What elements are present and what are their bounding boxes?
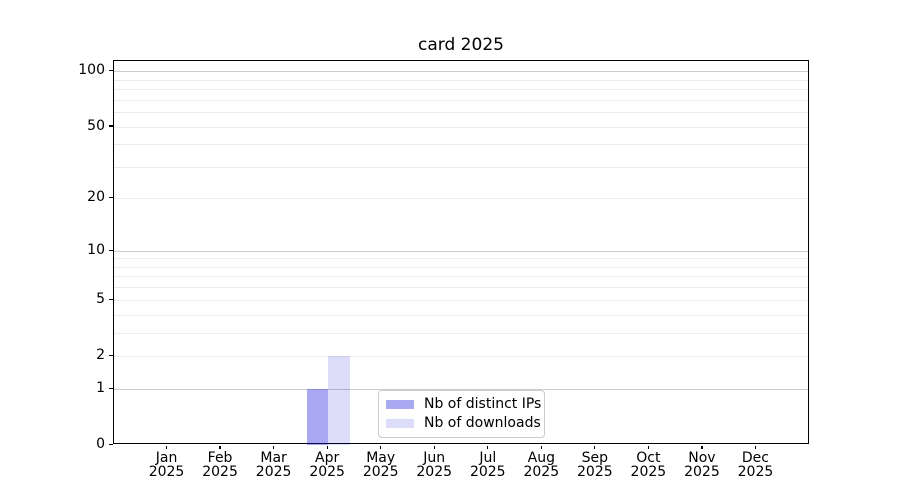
minor-gridline bbox=[114, 314, 808, 316]
minor-gridline bbox=[114, 166, 808, 168]
major-gridline bbox=[114, 250, 808, 252]
x-tick-label: Jun 2025 bbox=[402, 451, 466, 480]
y-tick-label: 10 bbox=[87, 241, 105, 258]
x-tick-label: Jul 2025 bbox=[456, 451, 520, 480]
y-tick-label: 2 bbox=[96, 346, 105, 363]
x-tick-label-line: 2025 bbox=[416, 464, 453, 481]
minor-gridline bbox=[114, 144, 808, 146]
legend-row-distinct-ips: Nb of distinct IPs bbox=[386, 395, 541, 414]
y-tick-label: 50 bbox=[87, 117, 105, 134]
x-tick-label: Mar 2025 bbox=[242, 451, 306, 480]
legend: Nb of distinct IPs Nb of downloads bbox=[378, 390, 545, 438]
x-tick-label-line: Jan bbox=[155, 449, 178, 466]
x-tick-label: Apr 2025 bbox=[295, 451, 359, 480]
minor-gridline bbox=[114, 332, 808, 334]
minor-gridline bbox=[114, 266, 808, 268]
x-tick-mark bbox=[647, 445, 649, 450]
x-tick-label: Nov 2025 bbox=[670, 451, 734, 480]
x-tick-label-line: Apr bbox=[315, 449, 340, 466]
x-tick-label-line: 2025 bbox=[148, 464, 185, 481]
x-tick-label-line: Sep bbox=[581, 449, 609, 466]
x-tick-mark bbox=[433, 445, 435, 450]
x-tick-label: Dec 2025 bbox=[723, 451, 787, 480]
bar-nb-of-downloads bbox=[328, 356, 350, 446]
x-tick-label-line: Nov bbox=[688, 449, 716, 466]
major-gridline bbox=[114, 71, 808, 73]
x-tick-label-line: 2025 bbox=[309, 464, 345, 481]
x-tick-label: Aug 2025 bbox=[509, 451, 573, 480]
y-tick-mark bbox=[108, 70, 113, 72]
x-tick-label-line: Oct bbox=[636, 449, 661, 466]
bar-nb-of-distinct-ips bbox=[306, 389, 329, 446]
x-tick-label-line: 2025 bbox=[255, 464, 292, 481]
minor-gridline bbox=[114, 258, 808, 260]
y-tick-mark bbox=[108, 443, 113, 445]
x-tick-label: Oct 2025 bbox=[616, 451, 680, 480]
x-tick-label-line: 2025 bbox=[684, 464, 720, 481]
x-tick-label-line: 2025 bbox=[577, 464, 613, 481]
minor-gridline bbox=[114, 89, 808, 91]
y-tick-mark bbox=[108, 387, 113, 389]
x-tick-mark bbox=[487, 445, 489, 450]
minor-gridline bbox=[114, 112, 808, 114]
x-tick-label: Jan 2025 bbox=[135, 451, 199, 480]
x-tick-label-line: Jun bbox=[423, 449, 446, 466]
x-tick-label-line: May bbox=[366, 449, 396, 466]
y-tick-label: 20 bbox=[87, 189, 105, 206]
x-tick-label-line: 2025 bbox=[362, 464, 399, 481]
x-tick-label: Feb 2025 bbox=[188, 451, 252, 480]
legend-row-downloads: Nb of downloads bbox=[386, 414, 541, 433]
chart-title: card 2025 bbox=[418, 35, 504, 55]
x-tick-mark bbox=[273, 445, 275, 450]
x-tick-label-line: 2025 bbox=[202, 464, 238, 481]
y-tick-label: 1 bbox=[96, 379, 105, 396]
x-tick-label-line: Aug bbox=[527, 449, 555, 466]
minor-gridline bbox=[114, 299, 808, 301]
minor-gridline bbox=[114, 79, 808, 81]
x-tick-mark bbox=[540, 445, 542, 450]
minor-gridline bbox=[114, 99, 808, 101]
x-tick-label-line: Mar bbox=[260, 449, 287, 466]
x-tick-mark bbox=[326, 445, 328, 450]
y-tick-label: 0 bbox=[96, 435, 105, 452]
plot-area bbox=[113, 59, 809, 446]
y-tick-mark bbox=[108, 125, 113, 127]
major-gridline bbox=[114, 388, 808, 390]
y-tick-mark bbox=[108, 298, 113, 300]
minor-gridline bbox=[114, 287, 808, 289]
legend-label-distinct-ips: Nb of distinct IPs bbox=[424, 396, 542, 412]
x-tick-label-line: Feb bbox=[207, 449, 233, 466]
x-tick-mark bbox=[219, 445, 221, 450]
y-tick-mark bbox=[108, 197, 113, 199]
x-tick-label-line: Jul bbox=[479, 449, 497, 466]
x-tick-label: Sep 2025 bbox=[563, 451, 627, 480]
minor-gridline bbox=[114, 198, 808, 200]
x-tick-mark bbox=[701, 445, 703, 450]
distinct-ips-swatch-icon bbox=[386, 399, 414, 410]
minor-gridline bbox=[114, 355, 808, 357]
x-tick-mark bbox=[380, 445, 382, 450]
x-tick-mark bbox=[594, 445, 596, 450]
downloads-swatch-icon bbox=[386, 418, 414, 429]
y-tick-label: 5 bbox=[96, 290, 105, 307]
x-tick-label-line: 2025 bbox=[737, 464, 774, 481]
x-tick-label-line: 2025 bbox=[469, 464, 506, 481]
legend-label-downloads: Nb of downloads bbox=[424, 415, 541, 431]
x-tick-mark bbox=[754, 445, 757, 450]
x-tick-label-line: 2025 bbox=[630, 464, 667, 481]
minor-gridline bbox=[114, 276, 808, 278]
y-tick-mark bbox=[108, 354, 113, 356]
x-tick-label-line: 2025 bbox=[523, 464, 560, 481]
y-tick-mark bbox=[108, 249, 113, 251]
x-tick-label-line: Dec bbox=[741, 449, 769, 466]
x-tick-label: May 2025 bbox=[349, 451, 413, 480]
minor-gridline bbox=[114, 126, 808, 128]
x-tick-mark bbox=[165, 445, 168, 450]
y-tick-label: 100 bbox=[78, 62, 105, 79]
